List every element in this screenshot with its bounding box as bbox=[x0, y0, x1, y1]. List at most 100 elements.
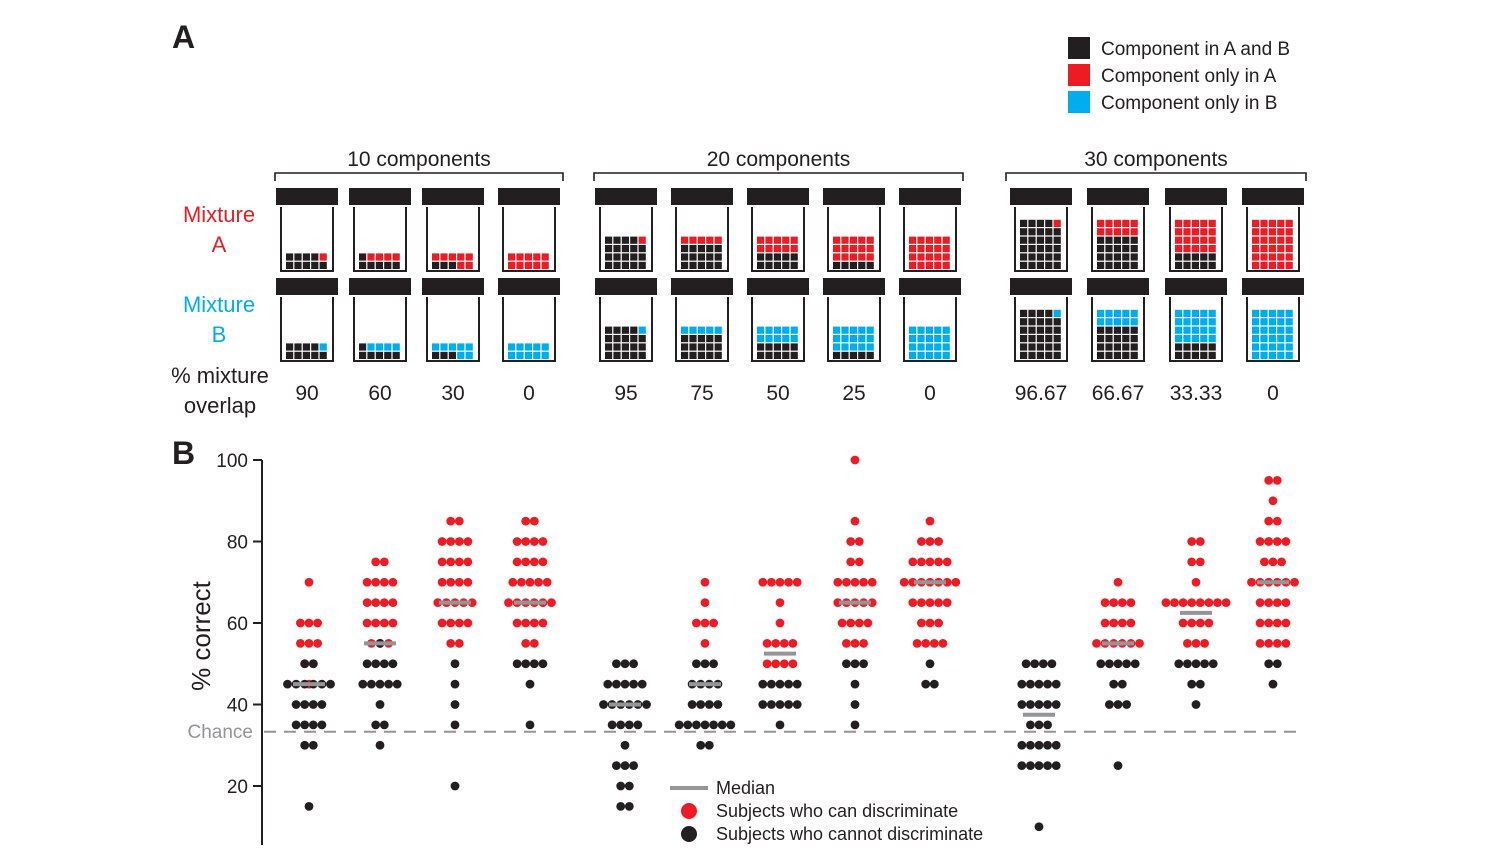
point-cannot-discriminate bbox=[1017, 761, 1027, 771]
component-unique bbox=[1097, 219, 1105, 227]
point-cannot-discriminate bbox=[525, 679, 535, 689]
component-shared bbox=[1122, 335, 1130, 343]
component-shared bbox=[765, 253, 773, 261]
point-can-discriminate bbox=[833, 577, 843, 587]
point-can-discriminate bbox=[538, 618, 548, 628]
jar-mixture-a bbox=[1010, 188, 1072, 272]
point-can-discriminate bbox=[1200, 638, 1209, 648]
component-shared bbox=[605, 326, 613, 334]
component-unique bbox=[457, 351, 465, 359]
point-can-discriminate bbox=[1268, 496, 1278, 506]
panel-b-label: B bbox=[172, 435, 195, 471]
component-unique bbox=[858, 343, 866, 351]
component-shared bbox=[367, 351, 375, 359]
component-shared bbox=[1020, 309, 1028, 317]
point-cannot-discriminate bbox=[929, 679, 939, 689]
component-unique bbox=[1260, 228, 1268, 236]
component-shared bbox=[1020, 236, 1028, 244]
point-can-discriminate bbox=[1092, 638, 1101, 648]
jar-mixture-a bbox=[1087, 188, 1149, 272]
component-shared bbox=[765, 343, 773, 351]
point-can-discriminate bbox=[788, 638, 798, 648]
point-can-discriminate bbox=[508, 577, 518, 587]
point-can-discriminate bbox=[1264, 598, 1274, 608]
jar-mixture-a bbox=[823, 188, 885, 272]
component-unique bbox=[1105, 228, 1113, 236]
component-shared bbox=[1020, 219, 1028, 227]
point-can-discriminate bbox=[304, 577, 314, 587]
component-shared bbox=[1036, 228, 1044, 236]
component-unique bbox=[457, 343, 465, 351]
point-can-discriminate bbox=[1187, 537, 1197, 546]
component-shared bbox=[689, 261, 697, 269]
component-shared bbox=[605, 245, 613, 253]
point-can-discriminate bbox=[700, 638, 710, 648]
overlap-value: 95 bbox=[614, 382, 637, 405]
point-cannot-discriminate bbox=[1026, 700, 1035, 709]
jar-mixture-b bbox=[276, 278, 338, 362]
component-shared bbox=[757, 261, 765, 269]
component-shared bbox=[841, 351, 849, 359]
point-cannot-discriminate bbox=[700, 659, 710, 669]
point-cannot-discriminate bbox=[775, 700, 785, 709]
component-shared bbox=[1113, 335, 1121, 343]
component-shared bbox=[681, 261, 689, 269]
point-can-discriminate bbox=[1255, 537, 1265, 546]
component-unique bbox=[917, 261, 925, 269]
jar-body bbox=[827, 297, 881, 362]
column-overlap-90 bbox=[283, 577, 335, 811]
point-cannot-discriminate bbox=[379, 659, 389, 669]
point-cannot-discriminate bbox=[371, 659, 381, 669]
point-cannot-discriminate bbox=[1195, 679, 1205, 689]
y-tick-label: 20 bbox=[227, 777, 248, 798]
component-unique bbox=[866, 236, 874, 244]
point-cannot-discriminate bbox=[291, 700, 301, 709]
component-shared bbox=[790, 261, 798, 269]
point-cannot-discriminate bbox=[850, 720, 860, 730]
component-shared bbox=[714, 261, 722, 269]
component-shared bbox=[833, 261, 841, 269]
point-cannot-discriminate bbox=[758, 700, 768, 709]
component-shared bbox=[1053, 261, 1061, 269]
component-unique bbox=[1285, 228, 1293, 236]
component-unique bbox=[1183, 318, 1191, 326]
point-cannot-discriminate bbox=[1034, 740, 1044, 750]
component-unique bbox=[1130, 318, 1138, 326]
component-unique bbox=[942, 335, 950, 343]
column-overlap-0 bbox=[504, 516, 556, 730]
component-shared bbox=[302, 351, 310, 359]
component-shared bbox=[440, 351, 448, 359]
component-unique bbox=[1260, 335, 1268, 343]
point-can-discriminate bbox=[1277, 557, 1286, 567]
point-cannot-discriminate bbox=[704, 740, 714, 750]
component-shared bbox=[613, 253, 621, 261]
component-shared bbox=[1036, 236, 1044, 244]
point-can-discriminate bbox=[304, 638, 314, 648]
data-points bbox=[283, 455, 1299, 832]
point-cannot-discriminate bbox=[692, 659, 701, 669]
point-can-discriminate bbox=[542, 577, 552, 587]
jar-mixture-b bbox=[1165, 278, 1227, 362]
point-can-discriminate bbox=[529, 618, 539, 628]
component-shared bbox=[1130, 335, 1138, 343]
point-can-discriminate bbox=[521, 638, 531, 648]
component-shared bbox=[697, 351, 705, 359]
point-cannot-discriminate bbox=[1051, 679, 1061, 689]
component-unique bbox=[1285, 335, 1293, 343]
component-unique bbox=[849, 335, 857, 343]
point-can-discriminate bbox=[1281, 537, 1291, 546]
point-can-discriminate bbox=[1272, 537, 1282, 546]
component-shared bbox=[1020, 318, 1028, 326]
legend-cannot-label: Subjects who cannot discriminate bbox=[716, 824, 983, 844]
jar-mixture-b bbox=[349, 278, 411, 362]
component-shared bbox=[1200, 343, 1208, 351]
component-unique bbox=[1113, 228, 1121, 236]
component-unique bbox=[934, 253, 942, 261]
point-cannot-discriminate bbox=[612, 761, 621, 771]
point-can-discriminate bbox=[463, 618, 473, 628]
component-shared bbox=[1028, 245, 1036, 253]
component-unique bbox=[714, 326, 722, 334]
component-shared bbox=[1122, 343, 1130, 351]
median-lines bbox=[293, 580, 1289, 717]
component-shared bbox=[432, 351, 440, 359]
